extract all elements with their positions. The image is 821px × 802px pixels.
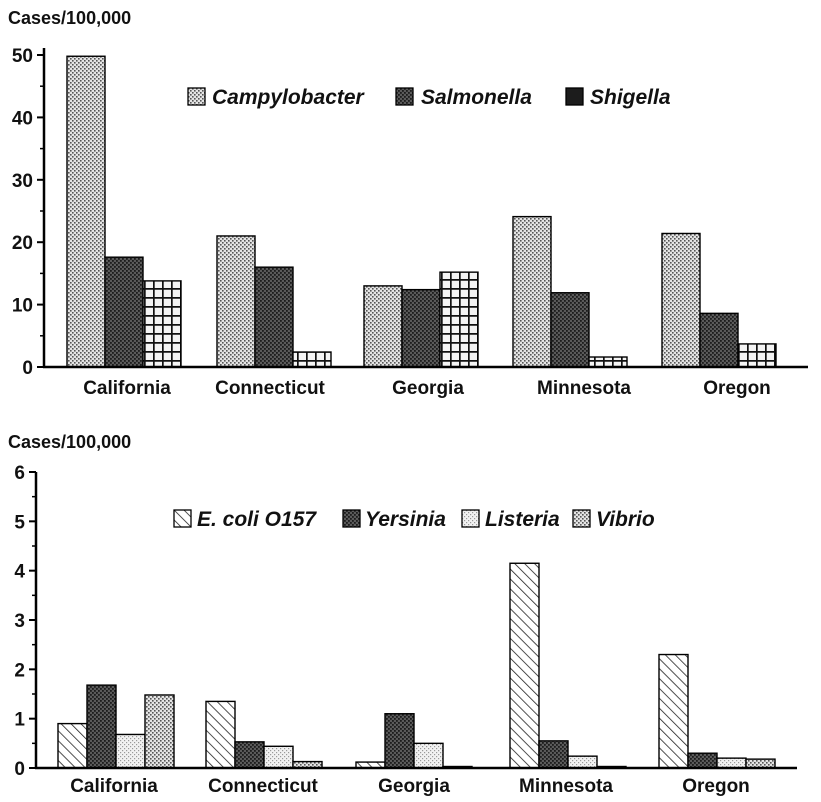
top-ticks: 0 10 20 30 40 50 bbox=[12, 46, 44, 379]
legend-swatch-yersinia bbox=[342, 509, 361, 528]
legend-swatch-ecoli bbox=[173, 509, 192, 528]
top-bar-shigella-minnesota bbox=[588, 356, 628, 368]
bottom-category-label: Minnesota bbox=[519, 776, 613, 797]
top-bar-shigella-oregon bbox=[737, 343, 777, 368]
top-y-tick-label: 30 bbox=[12, 171, 33, 192]
legend-swatch-shigella bbox=[565, 87, 584, 106]
bottom-ticks: 0 1 2 3 4 5 6 bbox=[14, 463, 36, 780]
top-bars: California Connecticut Georgia Minnesota Ore… bbox=[66, 55, 777, 399]
legend-label-shigella: Shigella bbox=[590, 86, 671, 109]
bottom-legend: E. coli O157 Yersinia Listeria Vibrio bbox=[173, 508, 655, 531]
top-category-label: Oregon bbox=[703, 378, 771, 399]
bottom-category-label: Georgia bbox=[378, 776, 450, 797]
top-category-label: Georgia bbox=[392, 378, 464, 399]
legend-swatch-salmonella bbox=[395, 87, 414, 106]
top-y-tick-label: 0 bbox=[22, 358, 33, 379]
legend-label-ecoli: E. coli O157 bbox=[197, 508, 317, 531]
top-category-label: California bbox=[83, 378, 171, 399]
legend-label-yersinia: Yersinia bbox=[365, 508, 446, 531]
top-chart: Cases/100,000 0 10 20 30 40 50 California Conn… bbox=[8, 8, 808, 399]
top-category-label: Connecticut bbox=[215, 378, 325, 399]
legend-label-vibrio: Vibrio bbox=[596, 508, 655, 531]
top-bar-campylobacter-california bbox=[66, 55, 106, 368]
top-y-tick-label: 50 bbox=[12, 46, 33, 67]
legend-swatch-vibrio bbox=[572, 509, 591, 528]
top-y-tick-label: 10 bbox=[12, 296, 33, 317]
legend-swatch-listeria bbox=[461, 509, 480, 528]
bottom-bar-yersinia-connecticut bbox=[234, 741, 265, 769]
bottom-bar-yersinia-california bbox=[86, 684, 117, 769]
bottom-y-tick-label: 0 bbox=[14, 759, 25, 780]
bottom-bars: California Connecticut Georgia Minnesota Ore… bbox=[57, 562, 776, 797]
bottom-bar-listeria-connecticut bbox=[263, 745, 294, 769]
bottom-y-tick-label: 4 bbox=[14, 562, 25, 583]
bottom-category-label: California bbox=[70, 776, 158, 797]
bottom-bar-e-coli-o157-connecticut bbox=[205, 700, 236, 769]
top-bar-campylobacter-oregon bbox=[661, 232, 701, 368]
top-y-tick-label: 40 bbox=[12, 108, 33, 129]
top-bar-campylobacter-connecticut bbox=[216, 235, 256, 368]
bottom-y-axis-label: Cases/100,000 bbox=[8, 432, 131, 452]
top-bar-salmonella-california bbox=[104, 256, 144, 368]
bottom-bar-vibrio-california bbox=[144, 694, 175, 769]
top-bar-shigella-california bbox=[142, 280, 182, 368]
top-legend: Campylobacter Salmonella Shigella bbox=[187, 86, 671, 109]
top-bar-salmonella-connecticut bbox=[254, 266, 294, 368]
top-bar-campylobacter-minnesota bbox=[512, 215, 552, 368]
legend-label-salmonella: Salmonella bbox=[421, 86, 532, 109]
bottom-y-tick-label: 6 bbox=[14, 463, 25, 484]
bottom-bar-listeria-california bbox=[115, 733, 146, 769]
bottom-bar-vibrio-oregon bbox=[745, 758, 776, 769]
bottom-bar-e-coli-o157-minnesota bbox=[509, 562, 540, 769]
bottom-category-label: Connecticut bbox=[208, 776, 318, 797]
legend-swatch-campylobacter bbox=[187, 87, 206, 106]
bottom-bar-e-coli-o157-california bbox=[57, 722, 88, 769]
top-bar-salmonella-minnesota bbox=[550, 292, 590, 368]
bottom-y-tick-label: 3 bbox=[14, 611, 25, 632]
bottom-bar-e-coli-o157-oregon bbox=[658, 653, 689, 769]
top-y-axis-label: Cases/100,000 bbox=[8, 8, 131, 28]
bottom-y-tick-label: 2 bbox=[14, 660, 25, 681]
bottom-bar-listeria-oregon bbox=[716, 757, 747, 769]
bottom-chart: Cases/100,000 0 1 2 3 4 5 6 California Connecti… bbox=[8, 432, 797, 797]
bottom-bar-listeria-minnesota bbox=[567, 755, 598, 769]
top-bar-shigella-georgia bbox=[439, 271, 479, 368]
top-bar-campylobacter-georgia bbox=[363, 285, 403, 368]
bottom-bar-yersinia-minnesota bbox=[538, 740, 569, 769]
top-bar-shigella-connecticut bbox=[292, 351, 332, 368]
top-y-tick-label: 20 bbox=[12, 233, 33, 254]
bottom-bar-yersinia-oregon bbox=[687, 752, 718, 769]
bottom-y-tick-label: 1 bbox=[14, 710, 25, 731]
legend-label-listeria: Listeria bbox=[485, 508, 560, 531]
bottom-bar-listeria-georgia bbox=[413, 742, 444, 769]
top-category-label: Minnesota bbox=[537, 378, 631, 399]
bottom-category-label: Oregon bbox=[682, 776, 750, 797]
top-bar-salmonella-georgia bbox=[401, 288, 441, 368]
bottom-bar-yersinia-georgia bbox=[384, 713, 415, 769]
top-bar-salmonella-oregon bbox=[699, 312, 739, 368]
legend-label-campylobacter: Campylobacter bbox=[212, 86, 366, 109]
bottom-y-tick-label: 5 bbox=[14, 512, 25, 533]
